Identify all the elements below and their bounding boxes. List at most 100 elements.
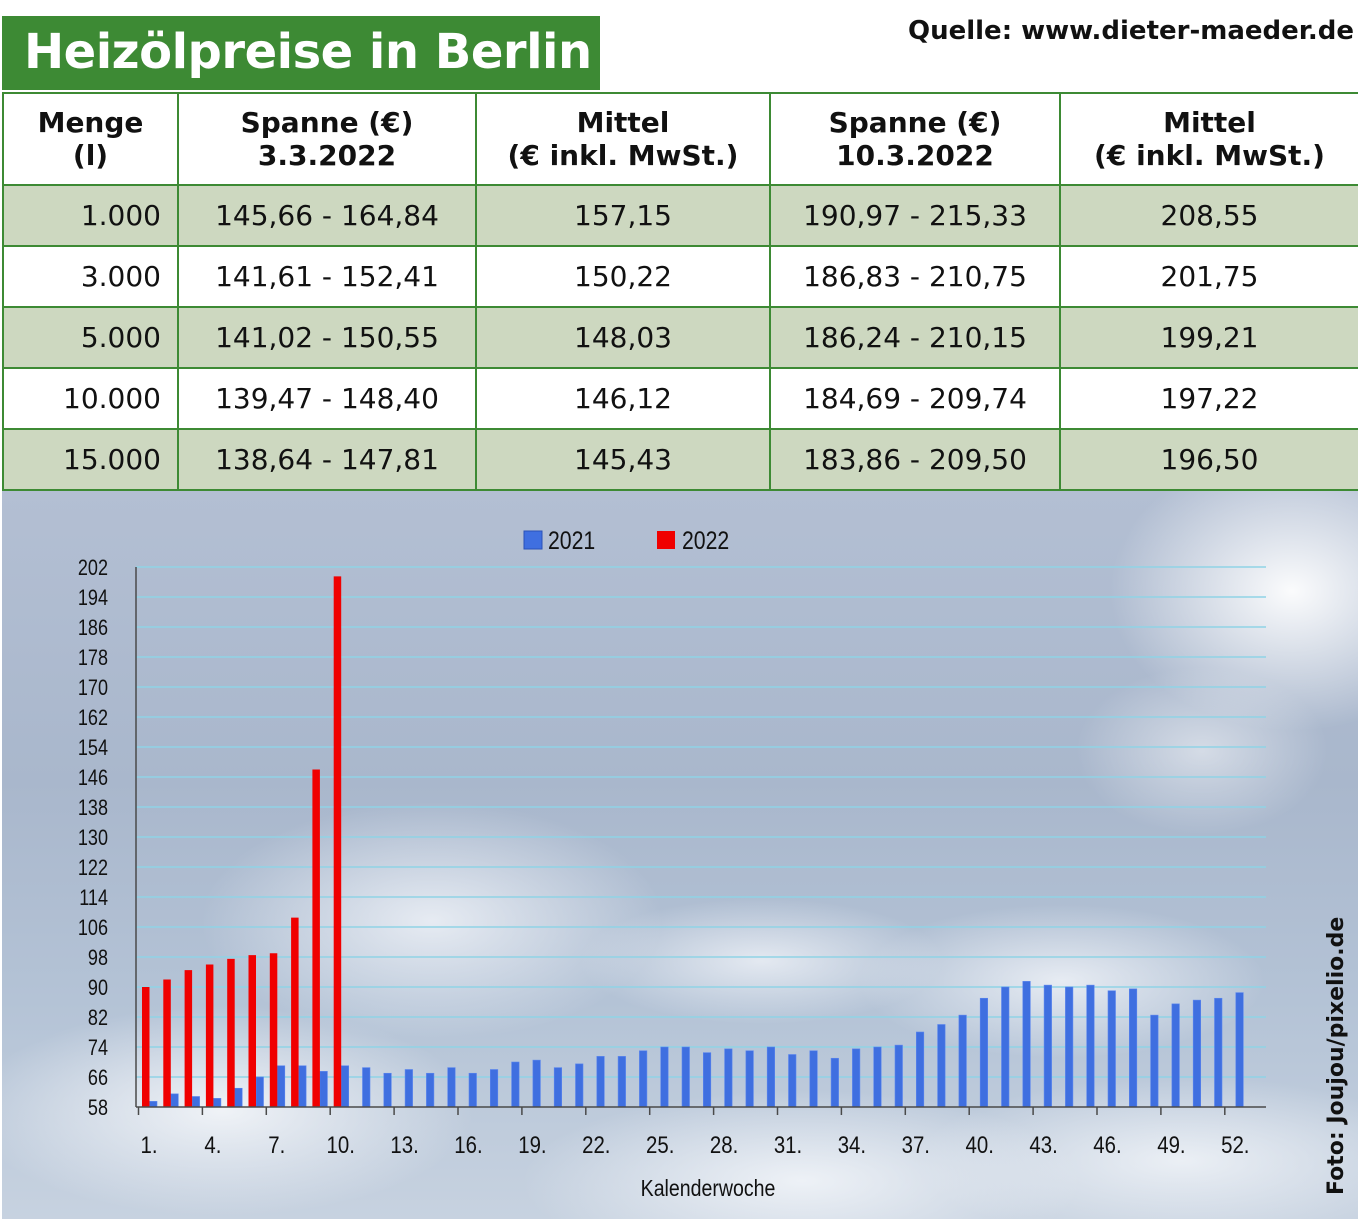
table-row: 15.000 138,64 - 147,81 145,43 183,86 - 2… — [2, 428, 1358, 491]
bar-2021-week-45 — [1086, 984, 1095, 1108]
x-tick-label: 19. — [518, 1131, 546, 1158]
bar-2021-week-27 — [702, 1052, 712, 1108]
bar-2022-week-3 — [184, 970, 193, 1107]
cell-mean-2: 208,55 — [1059, 184, 1358, 247]
cell-mean-2: 197,22 — [1059, 367, 1358, 430]
cell-range-1: 145,66 - 164,84 — [177, 184, 477, 247]
bar-2021-week-17 — [489, 1069, 499, 1108]
cell-mean-1: 145,43 — [475, 428, 771, 491]
bar-2021-week-15 — [447, 1067, 456, 1108]
x-tick-label: 37. — [902, 1131, 930, 1158]
cell-range-2: 183,86 - 209,50 — [769, 428, 1061, 491]
bar-2021-week-30 — [766, 1046, 776, 1108]
bar-2021-week-8 — [298, 1065, 307, 1108]
bar-2021-week-13 — [404, 1069, 413, 1108]
cell-range-2: 186,24 - 210,15 — [769, 306, 1061, 369]
x-tick-label: 46. — [1093, 1131, 1121, 1158]
x-tick-label: 7. — [268, 1131, 285, 1158]
y-tick-label: 82 — [88, 1006, 108, 1030]
bar-2021-week-31 — [788, 1054, 797, 1108]
y-tick-label: 98 — [88, 946, 108, 970]
bar-2021-week-36 — [894, 1044, 903, 1108]
bar-2021-week-11 — [362, 1067, 371, 1108]
table-row: 3.000 141,61 - 152,41 150,22 186,83 - 21… — [2, 245, 1358, 308]
photo-credit: Foto: Joujou/pixelio.de — [1324, 916, 1349, 1195]
bar-2022-week-10 — [333, 576, 342, 1107]
bar-2021-week-5 — [234, 1087, 243, 1108]
bar-2021-week-40 — [979, 997, 989, 1108]
cell-mean-1: 150,22 — [475, 245, 771, 308]
y-tick-label: 162 — [78, 706, 108, 730]
header-cell-range-1: Spanne (€) 3.3.2022 — [177, 92, 477, 186]
x-tick-label: 34. — [838, 1131, 866, 1158]
bar-2022-week-8 — [291, 917, 299, 1107]
y-tick-label: 178 — [78, 646, 108, 670]
x-tick-label: 40. — [966, 1131, 994, 1158]
bar-2021-week-34 — [852, 1048, 861, 1108]
bar-2022-week-5 — [227, 958, 235, 1107]
bar-2021-week-26 — [681, 1046, 690, 1108]
cell-quantity: 15.000 — [2, 428, 179, 491]
bar-2021-week-35 — [873, 1046, 882, 1108]
bar-2021-week-22 — [596, 1056, 605, 1108]
bar-2021-week-28 — [724, 1048, 733, 1108]
cell-range-1: 141,61 - 152,41 — [177, 245, 477, 308]
legend-label-2021: 2021 — [548, 526, 595, 554]
bar-2021-week-23 — [617, 1056, 626, 1108]
cell-range-2: 184,69 - 209,74 — [769, 367, 1061, 430]
bar-chart: 58 66 74 82 90 98 106 114 122 130 138 146 154 162 170 1… — [78, 526, 1266, 1201]
title-banner: Heizölpreise in Berlin — [2, 16, 600, 90]
cell-range-2: 190,97 - 215,33 — [769, 184, 1061, 247]
x-tick-label: 28. — [710, 1131, 738, 1158]
cell-mean-1: 148,03 — [475, 306, 771, 369]
y-tick-label: 114 — [79, 886, 108, 910]
cell-range-1: 138,64 - 147,81 — [177, 428, 477, 491]
bar-2021-week-41 — [1001, 986, 1010, 1108]
table-row: 10.000 139,47 - 148,40 146,12 184,69 - 2… — [2, 367, 1358, 430]
header-cell-mean-1: Mittel (€ inkl. MwSt.) — [475, 92, 771, 186]
bar-2021-week-2 — [170, 1093, 179, 1108]
x-tick-label: 4. — [204, 1131, 221, 1158]
table-row: 5.000 141,02 - 150,55 148,03 186,24 - 21… — [2, 306, 1358, 369]
y-tick-label: 170 — [78, 676, 108, 700]
bar-2021-week-16 — [468, 1072, 477, 1108]
bar-2021-week-32 — [809, 1050, 818, 1108]
bar-2021-week-52 — [1235, 992, 1244, 1108]
legend-swatch-2022 — [657, 531, 675, 549]
legend-label-2022: 2022 — [682, 526, 729, 554]
cell-mean-2: 196,50 — [1059, 428, 1358, 491]
bar-2022-week-2 — [163, 979, 171, 1107]
y-tick-label: 154 — [78, 736, 108, 760]
cell-mean-1: 146,12 — [475, 367, 771, 430]
cell-quantity: 10.000 — [2, 367, 179, 430]
y-tick-label: 106 — [78, 916, 108, 940]
x-tick-label: 10. — [327, 1131, 355, 1158]
cell-mean-1: 157,15 — [475, 184, 771, 247]
bar-2021-week-24 — [639, 1050, 648, 1108]
bar-2021-week-39 — [958, 1014, 967, 1108]
bar-2021-week-1 — [149, 1101, 158, 1108]
y-tick-label: 146 — [78, 766, 108, 790]
bar-2021-week-12 — [383, 1072, 392, 1108]
x-tick-label: 22. — [582, 1131, 610, 1158]
x-tick-label: 13. — [390, 1131, 418, 1158]
bar-2021-week-6 — [255, 1076, 264, 1108]
bar-2021-week-48 — [1150, 1014, 1159, 1108]
bar-2021-week-37 — [915, 1031, 925, 1108]
bar-2022-week-7 — [269, 953, 278, 1107]
y-tick-label: 122 — [78, 856, 108, 880]
bar-2021-week-20 — [553, 1067, 563, 1108]
bar-2021-week-44 — [1065, 986, 1074, 1108]
x-tick-label: 25. — [646, 1131, 674, 1158]
bar-2021-week-33 — [830, 1057, 839, 1108]
x-tick-label: 52. — [1221, 1131, 1249, 1158]
bar-2021-week-42 — [1022, 981, 1031, 1108]
bar-2021-week-10 — [340, 1065, 350, 1108]
bar-2022-week-9 — [312, 769, 320, 1107]
x-tick-label: 16. — [454, 1131, 482, 1158]
header-cell-range-2: Spanne (€) 10.3.2022 — [769, 92, 1061, 186]
y-tick-label: 66 — [88, 1066, 108, 1090]
y-tick-label: 90 — [88, 976, 108, 1000]
bar-2021-week-19 — [532, 1059, 541, 1108]
y-tick-label: 138 — [78, 796, 108, 820]
